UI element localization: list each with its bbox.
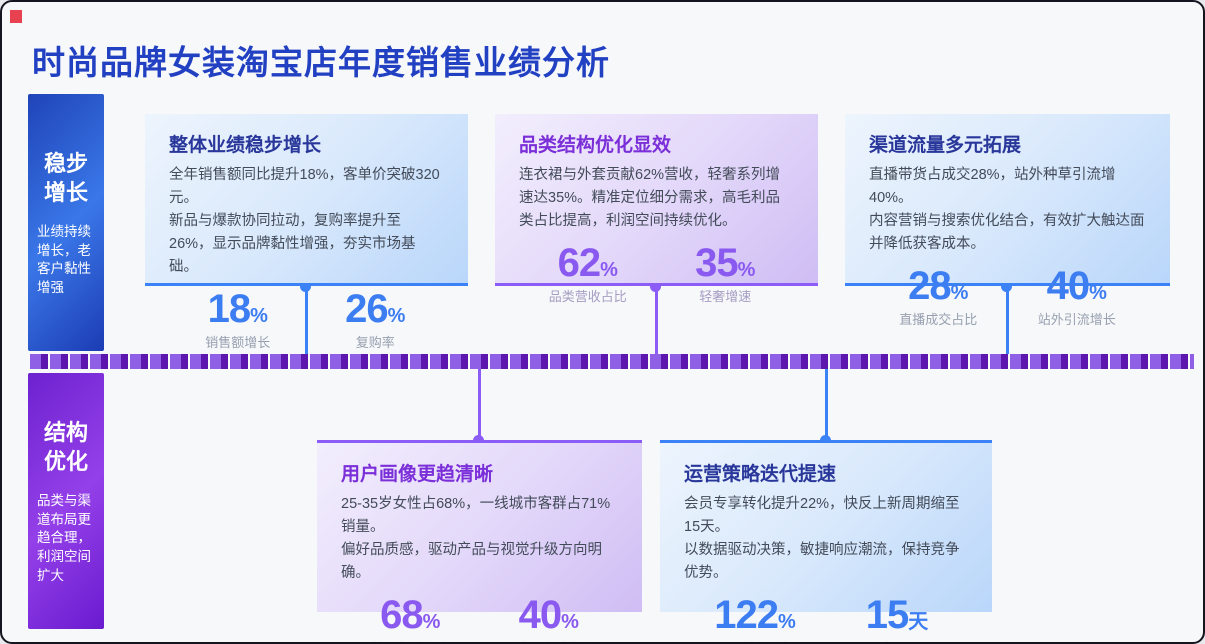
sidebar-section-desc: 品类与渠道布局更趋合理，利润空间扩大: [37, 493, 91, 583]
card-operations-strategy: 运营策略迭代提速 会员专享转化提升22%，快反上新周期缩至15天。 以数据驱动决…: [660, 440, 992, 642]
card-category-structure: 品类结构优化显效 连衣裙与外套贡献62%营收，轻奢系列增速达35%。精准定位细分…: [495, 114, 818, 304]
stat-label: 轻奢增速: [699, 288, 752, 304]
stat-label: 上新周期: [826, 638, 968, 642]
stat-suffix: %: [250, 304, 268, 327]
stat-label: 核心年龄占比: [341, 638, 480, 642]
card-stats: 68% 核心年龄占比 40% 一线城市销售额: [341, 592, 619, 642]
card-title: 渠道流量多元拓展: [869, 135, 1022, 156]
stat-core-age-share: 68% 核心年龄占比: [341, 592, 480, 642]
stat-value: 68: [380, 592, 423, 637]
stat-value: 18: [207, 286, 251, 331]
stat-label: 直播成交占比: [899, 311, 978, 327]
card-body: 25-35岁女性占68%，一线城市客群占71%销量。 偏好品质感，驱动产品与视觉…: [341, 496, 611, 581]
stat-repurchase-rate: 26% 复购率: [307, 288, 445, 351]
sidebar-section-steady-growth: 稳步 增长 业绩持续增长，老客户黏性增强: [28, 94, 104, 351]
stat-value: 122: [714, 592, 779, 637]
card-body: 直播带货占成交28%，站外种草引流增40%。 内容营销与搜索优化结合，有效扩大触…: [869, 167, 1145, 252]
stat-value: 62: [557, 240, 601, 285]
card-title: 整体业绩稳步增长: [169, 135, 322, 156]
connector-dot-overall: [300, 281, 311, 292]
stat-value: 28: [908, 263, 951, 308]
card-stats: 122% 会员转化增长 15天 上新周期: [684, 592, 968, 642]
stat-suffix: %: [737, 258, 756, 281]
sidebar-section-title: 结构 优化: [43, 420, 88, 474]
card-user-profile: 用户画像更趋清晰 25-35岁女性占68%，一线城市客群占71%销量。 偏好品质…: [317, 440, 642, 642]
card-title: 品类结构优化显效: [519, 135, 672, 156]
stat-light-luxury-growth: 35% 轻奢增速: [657, 242, 795, 305]
stat-value: 35: [695, 240, 738, 285]
stat-livestream-share: 28% 直播成交占比: [869, 265, 1008, 328]
connector-line-ops: [825, 369, 828, 440]
card-stats: 18% 销售额增长 26% 复购率: [169, 288, 444, 351]
stat-label: 一线城市销售额: [480, 638, 619, 642]
stat-category-revenue-share: 62% 品类营收占比: [519, 242, 657, 305]
card-title: 用户画像更趋清晰: [341, 464, 494, 485]
card-body: 全年销售额同比提升18%，客单价突破320元。 新品与爆款协同拉动，复购率提升至…: [169, 167, 440, 275]
connector-line-overall: [305, 286, 308, 354]
sidebar-section-desc: 业绩持续增长，老客户黏性增强: [37, 224, 91, 296]
stat-offsite-traffic-growth: 40% 站外引流增长: [1008, 265, 1147, 328]
stat-suffix: %: [387, 304, 406, 327]
card-body: 会员专享转化提升22%，快反上新周期缩至15天。 以数据驱动决策，敏捷响应潮流，…: [684, 496, 960, 581]
stat-suffix: %: [600, 258, 618, 281]
connector-line-user: [478, 369, 481, 440]
connector-dot-channel: [1001, 281, 1012, 292]
stat-suffix: %: [950, 281, 969, 304]
stat-sales-growth: 18% 销售额增长: [169, 288, 307, 351]
stat-suffix: %: [561, 610, 579, 633]
stat-member-conversion-growth: 122% 会员转化增长: [684, 592, 826, 642]
stat-tier1-city-sales: 40% 一线城市销售额: [480, 592, 619, 642]
brand-accent-square: [10, 10, 22, 23]
card-stats: 62% 品类营收占比 35% 轻奢增速: [519, 242, 794, 305]
stat-label: 销售额增长: [205, 334, 271, 350]
card-channel-traffic: 渠道流量多元拓展 直播带货占成交28%，站外种草引流增40%。 内容营销与搜索优…: [845, 114, 1170, 327]
timeline-strip: [30, 354, 1194, 369]
page-title: 时尚品牌女装淘宝店年度销售业绩分析: [32, 44, 610, 81]
stat-value: 26: [345, 286, 388, 331]
stat-label: 会员转化增长: [684, 638, 826, 642]
sidebar-section-title: 稳步 增长: [43, 151, 88, 205]
stat-label: 站外引流增长: [1037, 311, 1116, 327]
stat-value: 40: [518, 592, 562, 637]
connector-line-channel: [1006, 286, 1009, 354]
card-stats: 28% 直播成交占比 40% 站外引流增长: [869, 265, 1146, 328]
card-overall-performance: 整体业绩稳步增长 全年销售额同比提升18%，客单价突破320元。 新品与爆款协同…: [145, 114, 468, 350]
stat-value: 40: [1046, 263, 1090, 308]
stat-suffix: %: [422, 610, 441, 633]
stat-label: 复购率: [355, 334, 395, 350]
stat-suffix: 天: [908, 610, 929, 633]
card-title: 运营策略迭代提速: [684, 464, 837, 485]
connector-line-category: [655, 286, 658, 354]
card-body: 连衣裙与外套贡献62%营收，轻奢系列增速达35%。精准定位细分需求，高毛利品类占…: [519, 167, 781, 229]
stat-new-product-cycle: 15天 上新周期: [826, 592, 968, 642]
stat-suffix: %: [1089, 281, 1107, 304]
connector-dot-category: [650, 281, 661, 292]
sidebar-section-structure-optimization: 结构 优化 品类与渠道布局更趋合理，利润空间扩大: [28, 373, 104, 629]
stat-suffix: %: [777, 610, 796, 633]
stat-value: 15: [865, 592, 909, 637]
stat-label: 品类营收占比: [548, 288, 627, 304]
